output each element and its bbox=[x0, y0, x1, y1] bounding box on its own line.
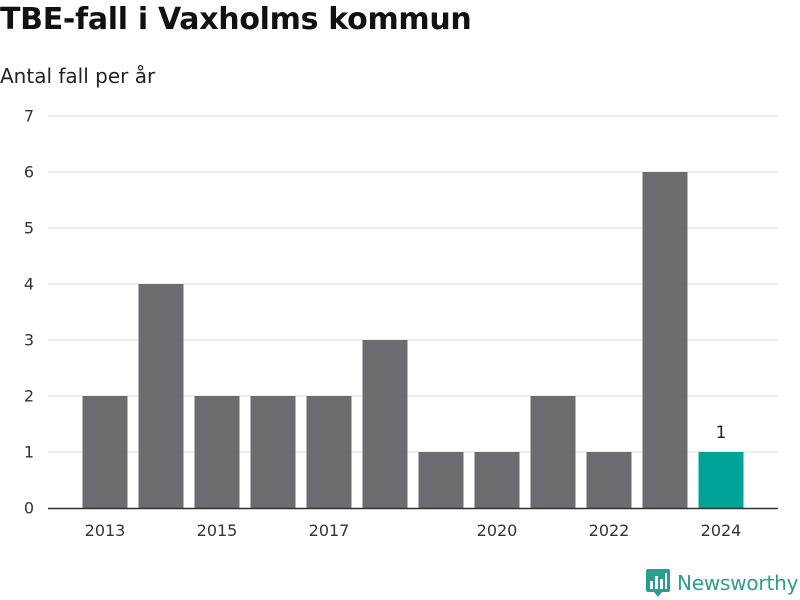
bar-chart: 0 1 2 3 4 5 6 7 1 2013 2015 2017 2020 2022 2024 bbox=[24, 107, 778, 540]
y-tick-label: 0 bbox=[24, 499, 34, 518]
bar-2024 bbox=[698, 452, 744, 508]
x-tick-label-2022: 2022 bbox=[589, 521, 630, 540]
y-tick-label: 5 bbox=[24, 219, 34, 238]
bar-2014 bbox=[138, 284, 184, 508]
y-tick-label: 4 bbox=[24, 275, 34, 294]
x-tick-label-2020: 2020 bbox=[477, 521, 518, 540]
newsworthy-brand: Newsworthy bbox=[645, 568, 798, 598]
bar-2017 bbox=[306, 396, 352, 508]
bar-2016 bbox=[250, 396, 296, 508]
bars bbox=[82, 172, 744, 508]
y-axis-ticks: 0 1 2 3 4 5 6 7 bbox=[24, 107, 34, 518]
y-tick-label: 2 bbox=[24, 387, 34, 406]
y-tick-label: 3 bbox=[24, 331, 34, 350]
chart-title: TBE-fall i Vaxholms kommun bbox=[0, 2, 472, 37]
x-tick-label-2015: 2015 bbox=[197, 521, 238, 540]
bar-chart-logo-icon bbox=[646, 569, 670, 597]
brand-name: Newsworthy bbox=[677, 571, 799, 595]
y-tick-label: 7 bbox=[24, 107, 34, 126]
bar-2021 bbox=[530, 396, 576, 508]
data-labels: 1 bbox=[716, 423, 727, 443]
data-label-2024: 1 bbox=[716, 423, 727, 443]
x-tick-label-2013: 2013 bbox=[85, 521, 126, 540]
bar-2022 bbox=[586, 452, 632, 508]
bar-2015 bbox=[194, 396, 240, 508]
y-tick-label: 6 bbox=[24, 163, 34, 182]
bar-2020 bbox=[474, 452, 520, 508]
bar-2018 bbox=[362, 340, 408, 508]
bar-2019 bbox=[418, 452, 464, 508]
x-tick-label-2024: 2024 bbox=[701, 521, 742, 540]
chart-subtitle: Antal fall per år bbox=[0, 64, 156, 88]
bar-2023 bbox=[642, 172, 688, 508]
x-axis-ticks: 2013 2015 2017 2020 2022 2024 bbox=[85, 521, 742, 540]
y-tick-label: 1 bbox=[24, 443, 34, 462]
bar-2013 bbox=[82, 396, 128, 508]
x-tick-label-2017: 2017 bbox=[309, 521, 350, 540]
